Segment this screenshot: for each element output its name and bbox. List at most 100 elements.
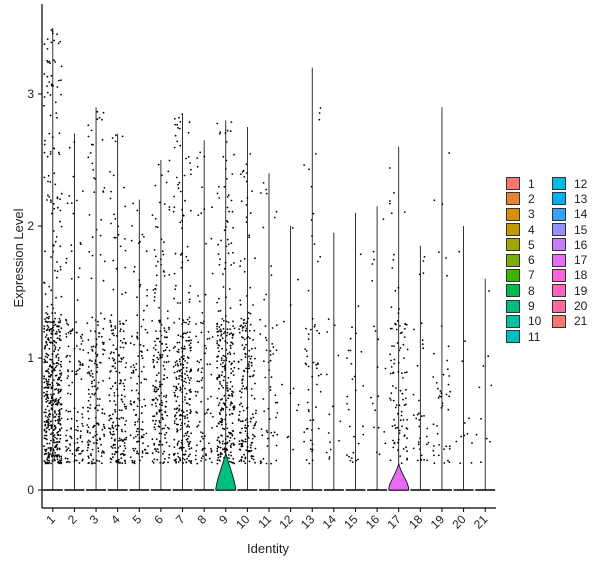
data-point [53, 393, 55, 395]
data-point [251, 347, 253, 350]
legend-swatch [506, 238, 520, 252]
data-point [161, 342, 164, 345]
data-point [399, 347, 402, 349]
data-point [183, 332, 186, 334]
data-point [217, 404, 220, 407]
data-point [76, 419, 78, 422]
data-point [394, 322, 396, 325]
data-point [123, 403, 126, 406]
data-point [124, 462, 127, 465]
x-tick-label: 10 [233, 512, 253, 532]
data-point [55, 354, 58, 357]
data-point [373, 426, 375, 429]
data-point [210, 395, 212, 398]
data-point [140, 325, 143, 328]
data-point [237, 367, 240, 370]
data-point [119, 245, 122, 248]
data-point [374, 409, 377, 412]
data-point [67, 323, 70, 326]
data-point [187, 131, 190, 134]
data-point [50, 359, 53, 361]
data-point [244, 456, 247, 459]
data-point [155, 225, 157, 228]
data-point [57, 392, 60, 394]
data-point [218, 133, 221, 135]
data-point [393, 192, 395, 194]
points-17 [389, 167, 409, 465]
data-point [276, 412, 279, 414]
data-point [92, 458, 95, 461]
data-point [163, 427, 165, 430]
data-point [49, 181, 52, 183]
data-point [55, 341, 58, 344]
data-point [412, 447, 415, 450]
data-point [113, 439, 116, 442]
data-point [90, 370, 93, 372]
violin-12 [280, 226, 301, 491]
data-point [50, 408, 53, 411]
legend-label: 8 [528, 283, 535, 298]
data-point [211, 272, 214, 275]
data-point [188, 404, 191, 406]
data-point [55, 403, 57, 406]
data-point [54, 348, 57, 351]
data-point [96, 422, 98, 425]
data-point [82, 406, 84, 409]
data-point [58, 153, 61, 156]
y-tick-label: 1 [27, 351, 34, 365]
data-point [297, 278, 299, 281]
data-point [309, 448, 312, 451]
data-point [225, 141, 228, 143]
data-point [101, 450, 104, 452]
data-point [185, 370, 188, 373]
data-point [152, 384, 155, 387]
data-point [221, 318, 224, 320]
data-point [52, 379, 55, 381]
data-point [259, 333, 262, 335]
data-point [188, 298, 191, 301]
data-point [208, 442, 210, 445]
data-point [46, 321, 49, 324]
data-point [157, 372, 160, 374]
data-point [184, 450, 187, 452]
data-point [393, 442, 396, 445]
data-point [163, 374, 166, 377]
data-point [48, 196, 51, 198]
violin-3 [86, 107, 107, 491]
data-point [50, 201, 52, 204]
data-point [253, 424, 256, 427]
data-point [232, 320, 234, 323]
data-point [53, 172, 56, 175]
data-point [175, 378, 178, 380]
data-point [140, 428, 143, 431]
data-point [222, 354, 225, 357]
data-point [103, 349, 106, 352]
data-point [75, 448, 78, 451]
data-point [143, 398, 146, 401]
violins-layer [42, 28, 496, 491]
data-point [111, 433, 114, 436]
x-tick-label: 21 [471, 512, 491, 532]
data-point [153, 426, 156, 428]
data-point [53, 362, 55, 365]
legend-label: 5 [528, 237, 535, 252]
data-point [43, 104, 45, 107]
data-point [427, 441, 430, 444]
data-point [402, 448, 405, 450]
data-point [99, 438, 101, 441]
data-point [88, 371, 90, 374]
x-tick-label: 16 [363, 512, 383, 532]
data-point [370, 396, 372, 399]
data-point [348, 455, 350, 458]
data-point [139, 284, 142, 286]
data-point [155, 380, 157, 382]
data-point [103, 317, 106, 320]
data-point [276, 433, 279, 436]
data-point [86, 372, 89, 374]
data-point [87, 446, 89, 449]
data-point [87, 351, 90, 354]
data-point [113, 453, 116, 456]
data-point [164, 349, 167, 352]
data-point [69, 443, 71, 446]
data-point [189, 370, 191, 373]
